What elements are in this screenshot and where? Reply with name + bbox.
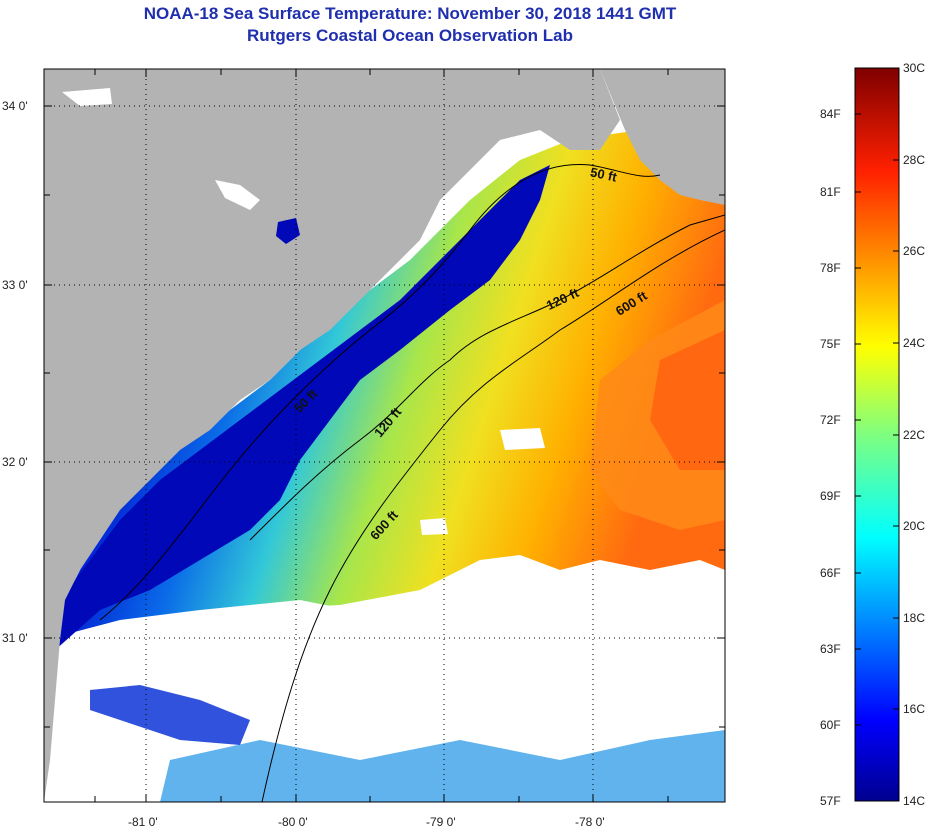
cb-c-28: 28C <box>903 153 925 167</box>
lon-label-79: -79 0' <box>426 815 456 829</box>
southern-sst-strip <box>160 730 725 802</box>
lon-label-80: -80 0' <box>278 815 308 829</box>
cb-c-20: 20C <box>903 519 925 533</box>
isobath-600ft <box>261 229 725 802</box>
map-panel <box>44 69 725 802</box>
cb-f-72: 72F <box>820 413 841 427</box>
cloud-small-1 <box>420 518 448 535</box>
land-mass <box>44 69 620 802</box>
lat-label-33: 33 0' <box>2 278 28 292</box>
cb-c-18: 18C <box>903 611 925 625</box>
southwest-patch <box>90 685 250 745</box>
graticule <box>44 69 725 802</box>
warm-core <box>650 330 725 470</box>
cb-c-30: 30C <box>903 61 925 75</box>
tick-marks <box>44 69 725 802</box>
land-north <box>600 69 725 205</box>
cloud-over-land <box>62 88 112 106</box>
colorbar-ticks <box>855 67 899 726</box>
cb-f-57: 57F <box>820 794 841 808</box>
nearshore-cold-band <box>44 165 550 660</box>
cb-f-63: 63F <box>820 642 841 656</box>
lon-label-81: -81 0' <box>128 815 158 829</box>
cb-c-26: 26C <box>903 244 925 258</box>
lat-label-31: 31 0' <box>2 631 28 645</box>
map-title: NOAA-18 Sea Surface Temperature: Novembe… <box>143 4 677 23</box>
cb-c-14: 14C <box>903 794 925 808</box>
lon-label-78: -78 0' <box>575 815 605 829</box>
isobath-120ft <box>249 214 725 541</box>
isobath-label-50ft-north: 50 ft <box>589 164 619 184</box>
lat-label-32: 32 0' <box>2 455 28 469</box>
cb-f-66: 66F <box>820 566 841 580</box>
cb-f-84: 84F <box>820 107 841 121</box>
isobath-50ft <box>99 163 661 621</box>
cloud-small-2 <box>500 428 545 450</box>
colorbar: 84F 81F 78F 75F 72F 69F 66F 63F 60F 57F … <box>820 61 925 808</box>
map-subtitle: Rutgers Coastal Ocean Observation Lab <box>247 26 573 45</box>
cb-f-60: 60F <box>820 718 841 732</box>
inland-lake <box>276 218 300 244</box>
cb-c-22: 22C <box>903 428 925 442</box>
cb-c-16: 16C <box>903 702 925 716</box>
cb-c-24: 24C <box>903 336 925 350</box>
cloud-cover <box>100 555 725 760</box>
cb-f-75: 75F <box>820 337 841 351</box>
colorbar-gradient <box>854 67 900 802</box>
lat-label-34: 34 0' <box>2 99 28 113</box>
cloud-over-land-2 <box>215 180 260 210</box>
cb-f-69: 69F <box>820 489 841 503</box>
map-frame <box>43 68 726 803</box>
cb-f-81: 81F <box>820 185 841 199</box>
cb-f-78: 78F <box>820 261 841 275</box>
